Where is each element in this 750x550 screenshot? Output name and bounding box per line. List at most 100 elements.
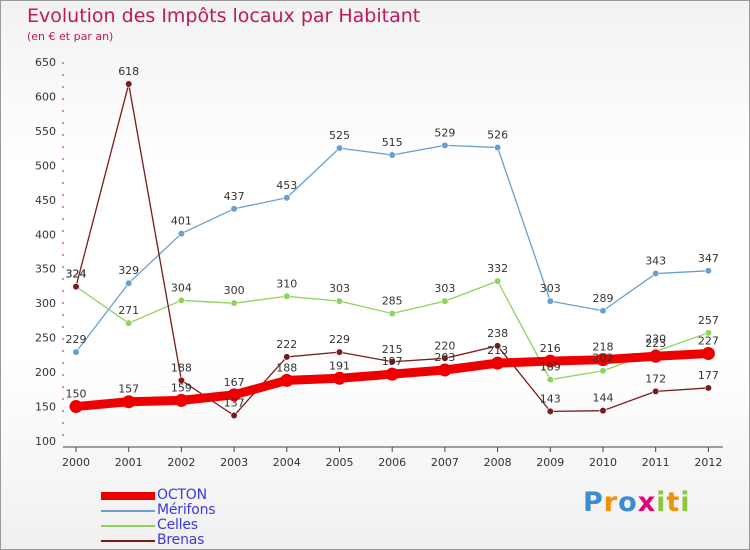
x-tick-label: 2002 xyxy=(167,456,195,469)
data-point-octon xyxy=(227,388,241,402)
y-tick-label: 600 xyxy=(35,90,56,103)
logo-letter: i xyxy=(680,487,691,518)
proxiti-logo: Proxiti xyxy=(583,487,691,518)
data-label-brenas: 188 xyxy=(171,361,192,374)
data-label-octon: 223 xyxy=(645,337,666,350)
x-tick-label: 2007 xyxy=(431,456,459,469)
data-label-celles: 304 xyxy=(171,281,192,294)
data-label-octon: 150 xyxy=(66,388,87,401)
data-point-brenas xyxy=(546,407,554,415)
data-point-m-rifons xyxy=(494,143,502,152)
x-tick-label: 2005 xyxy=(326,456,354,469)
x-tick-label: 2011 xyxy=(642,456,670,469)
data-label-m-rifons: 347 xyxy=(698,252,719,265)
data-label-m-rifons: 437 xyxy=(224,190,245,203)
data-label-m-rifons: 343 xyxy=(645,255,666,268)
data-point-celles xyxy=(230,299,238,307)
data-point-m-rifons xyxy=(335,144,344,152)
data-label-brenas: 220 xyxy=(434,339,455,352)
data-point-m-rifons xyxy=(72,348,80,356)
data-label-brenas: 215 xyxy=(382,343,403,356)
axes: 100 150 200 250 300 350 400 450 500 550 600 650 2000… xyxy=(35,56,723,469)
data-label-celles: 257 xyxy=(698,314,719,327)
data-label-celles: 332 xyxy=(487,262,508,275)
data-label-octon: 157 xyxy=(118,383,139,396)
data-point-brenas xyxy=(652,387,660,395)
data-label-brenas: 143 xyxy=(540,392,561,405)
logo-letter: o xyxy=(618,487,638,518)
legend-swatch xyxy=(101,540,155,542)
logo-letter: i xyxy=(656,487,667,518)
data-point-celles xyxy=(494,277,502,285)
data-point-celles xyxy=(125,319,133,327)
chart-subtitle: (en € et par an) xyxy=(27,30,114,43)
data-label-celles: 230 xyxy=(645,332,666,345)
data-label-m-rifons: 526 xyxy=(487,128,508,141)
data-label-m-rifons: 529 xyxy=(434,126,455,139)
data-label-brenas: 238 xyxy=(487,327,508,340)
data-label-celles: 271 xyxy=(118,304,139,317)
legend-label: Brenas xyxy=(157,532,205,548)
data-label-m-rifons: 515 xyxy=(382,136,403,149)
data-point-m-rifons xyxy=(125,279,133,287)
data-label-brenas: 137 xyxy=(224,397,245,410)
data-point-octon xyxy=(701,346,715,360)
data-point-octon xyxy=(438,363,452,377)
data-point-brenas xyxy=(704,384,713,392)
data-point-brenas xyxy=(283,353,291,361)
data-point-octon xyxy=(596,353,610,367)
y-tick-label: 250 xyxy=(35,332,56,345)
data-point-celles xyxy=(441,297,449,305)
data-label-celles: 324 xyxy=(66,268,87,281)
data-point-brenas xyxy=(230,411,238,420)
logo-letter: r xyxy=(603,487,619,518)
y-tick-label: 650 xyxy=(35,56,56,69)
data-point-m-rifons xyxy=(652,269,660,278)
data-point-celles xyxy=(704,329,713,337)
y-tick-label: 200 xyxy=(35,366,56,379)
data-label-celles: 285 xyxy=(382,295,403,308)
data-point-brenas xyxy=(177,376,185,384)
data-point-brenas xyxy=(72,283,80,291)
data-label-celles: 300 xyxy=(224,284,245,297)
y-tick-label: 350 xyxy=(35,263,56,276)
data-label-octon: 216 xyxy=(540,342,561,355)
data-label-octon: 188 xyxy=(276,361,297,374)
data-point-octon xyxy=(333,371,346,385)
data-point-brenas xyxy=(388,358,396,366)
data-point-celles xyxy=(388,309,396,318)
legend-swatch xyxy=(101,525,155,527)
y-tick-label: 450 xyxy=(35,194,56,207)
data-point-m-rifons xyxy=(704,267,713,275)
data-label-octon: 197 xyxy=(382,355,403,368)
data-label-brenas: 229 xyxy=(329,333,350,346)
y-tick-label: 400 xyxy=(35,228,56,241)
logo-letter: t xyxy=(666,487,681,518)
data-label-m-rifons: 329 xyxy=(118,264,139,277)
data-point-octon xyxy=(174,393,188,407)
data-label-m-rifons: 229 xyxy=(66,333,87,346)
data-label-octon: 203 xyxy=(434,351,455,364)
legend-item-celles: Celles xyxy=(101,517,321,533)
legend-swatch xyxy=(101,510,155,512)
data-label-m-rifons: 453 xyxy=(276,179,297,192)
data-point-celles xyxy=(599,367,607,375)
data-point-celles xyxy=(177,296,185,305)
data-label-brenas: 222 xyxy=(276,338,297,351)
y-tick-label: 550 xyxy=(35,125,56,138)
data-label-octon: 218 xyxy=(593,341,614,354)
data-point-celles xyxy=(546,376,554,384)
data-label-brenas: 177 xyxy=(698,369,719,382)
y-tick-label: 150 xyxy=(35,401,56,414)
legend-swatch xyxy=(101,492,155,500)
data-label-brenas: 618 xyxy=(118,65,139,78)
data-point-brenas xyxy=(599,407,607,415)
data-point-m-rifons xyxy=(388,151,396,159)
legend: OCTON Mérifons Celles Brenas xyxy=(101,487,321,548)
legend-item-m-rifons: Mérifons xyxy=(101,502,321,518)
legend-item-brenas: Brenas xyxy=(101,532,321,548)
x-tick-label: 2001 xyxy=(115,456,143,469)
data-point-octon xyxy=(69,400,83,414)
